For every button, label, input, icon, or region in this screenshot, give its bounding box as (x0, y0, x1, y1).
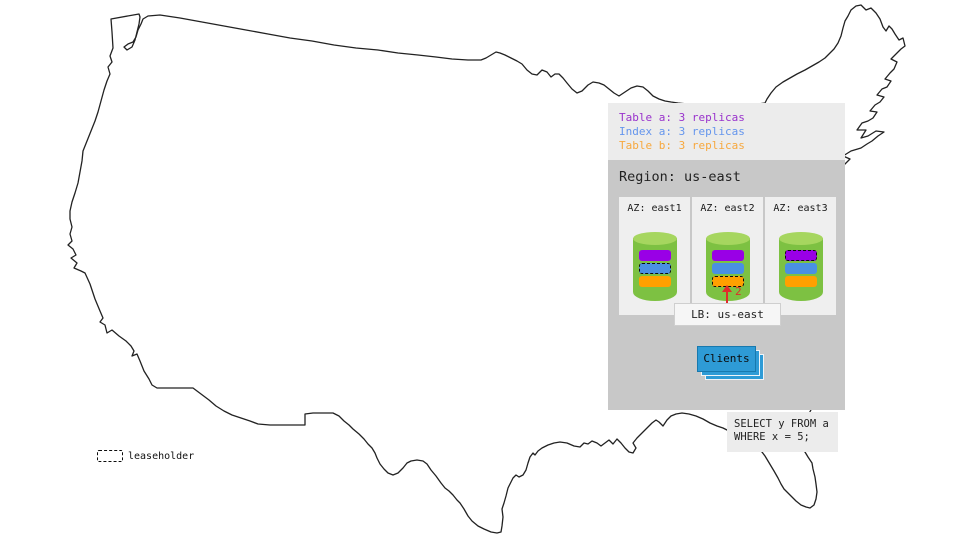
replica-bar-table-b (638, 276, 671, 287)
us-border-path (67, 4, 906, 534)
leaseholder-key: leaseholder (97, 450, 194, 462)
leaseholder-label: leaseholder (128, 450, 195, 462)
cylinder-top (778, 232, 823, 245)
replica-bar-table-a (638, 250, 671, 261)
replica-bar-index-a (784, 263, 817, 274)
replica-bar-table-b (784, 276, 817, 287)
step-arrow-icon (722, 285, 732, 292)
az-label: AZ: east2 (700, 203, 755, 214)
replica-bar-index-a (638, 263, 671, 274)
step-number-label: 2 (735, 285, 742, 298)
az-box-east1: AZ: east1 (619, 197, 690, 315)
replica-legend-panel: Table a: 3 replicas Index a: 3 replicas … (608, 103, 845, 160)
region-title: Region: us-east (619, 169, 741, 185)
sql-line-2: WHERE x = 5; (734, 431, 810, 443)
clients-card-front: Clients (697, 346, 756, 372)
replica-bar-index-a (711, 263, 744, 274)
replica-bar-table-a (784, 250, 817, 261)
az-label: AZ: east3 (773, 203, 828, 214)
sql-query-box: SELECT y FROM a WHERE x = 5; (727, 412, 838, 452)
cylinder-top (705, 232, 750, 245)
legend-item-index-a: Index a: 3 replicas (619, 125, 745, 138)
region-panel: Region: us-east AZ: east1 AZ: east2 (608, 160, 845, 410)
step-arrow-line (726, 291, 728, 303)
legend-item-table-a: Table a: 3 replicas (619, 111, 745, 124)
clients-stack: Clients (697, 346, 767, 382)
leaseholder-swatch-icon (97, 450, 123, 462)
database-cylinder-icon (778, 232, 824, 302)
load-balancer-box: LB: us-east (674, 303, 781, 326)
cylinder-top (632, 232, 677, 245)
az-box-east3: AZ: east3 (765, 197, 836, 315)
sql-line-1: SELECT y FROM a (734, 418, 829, 430)
az-row: AZ: east1 AZ: east2 (619, 197, 836, 315)
legend-item-table-b: Table b: 3 replicas (619, 139, 745, 152)
database-cylinder-icon (632, 232, 678, 302)
replica-bar-table-a (711, 250, 744, 261)
az-label: AZ: east1 (627, 203, 682, 214)
